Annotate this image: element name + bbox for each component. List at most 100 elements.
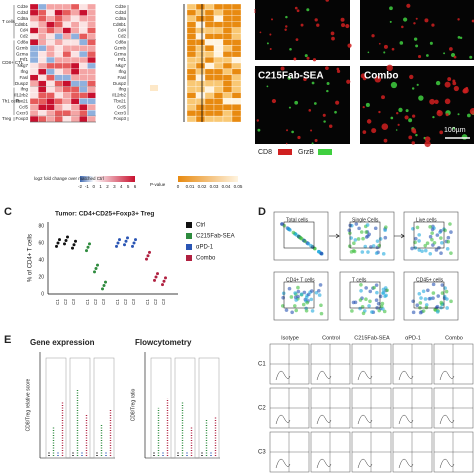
legend-tick: -2 — [78, 184, 82, 189]
heat-cell — [29, 62, 39, 70]
legend-swatch — [186, 244, 192, 250]
heat-cell — [231, 56, 242, 64]
cell-signal — [447, 77, 452, 82]
flow-dot — [430, 231, 434, 235]
heat-cell — [87, 9, 96, 16]
flow-dot — [281, 291, 286, 296]
gene-label: Ccl5 — [117, 104, 126, 109]
flow-dot — [439, 236, 443, 240]
legend-label: GrzB — [298, 149, 314, 156]
cell-signal — [284, 28, 287, 31]
flow-dot — [296, 285, 300, 290]
cell-signal — [280, 66, 285, 71]
cell-signal — [457, 35, 461, 39]
gene-label: Prf1 — [118, 57, 127, 62]
gene-label: Foxp3 — [113, 116, 126, 121]
x-tick-label: C3 — [101, 299, 106, 305]
heat-cell — [159, 21, 170, 28]
heat-cell — [222, 115, 233, 123]
heat-cell — [29, 27, 39, 34]
heat-cell — [186, 39, 197, 46]
flow-dot — [381, 290, 386, 295]
cell-signal — [457, 18, 460, 21]
cell-signal — [286, 129, 289, 132]
gene-label: Cd3d — [115, 10, 126, 15]
gene-label: Ifng — [20, 87, 28, 92]
legend-tick: 5 — [127, 184, 130, 189]
cell-signal — [383, 138, 388, 143]
panel-letter: C — [4, 206, 12, 218]
heat-cell — [46, 56, 55, 64]
flow-dot — [293, 304, 297, 308]
flow-dot — [360, 250, 365, 254]
heat-cell — [46, 92, 55, 99]
heat-cell — [159, 51, 170, 58]
flow-dot — [309, 297, 314, 302]
dot — [94, 267, 98, 270]
heat-cell — [168, 62, 179, 70]
heat-cell — [62, 98, 72, 105]
heat-cell — [79, 21, 88, 28]
group-box — [150, 357, 172, 459]
heat-cell — [195, 21, 206, 28]
flow-dot — [371, 244, 376, 248]
heat-cell — [79, 15, 88, 22]
cell-signal — [296, 9, 300, 13]
heat-cell — [195, 39, 206, 46]
flow-dot — [428, 234, 433, 239]
cell-signal — [254, 11, 256, 13]
heat-cell — [177, 68, 188, 75]
heat-cell — [79, 39, 88, 46]
flow-dot — [445, 306, 449, 310]
heat-cell — [186, 33, 197, 40]
heat-cell — [204, 110, 215, 117]
dot — [156, 272, 159, 276]
heat-cell — [54, 74, 63, 81]
heat-cell — [186, 21, 197, 28]
flow-dot — [359, 288, 363, 293]
heat-cell — [62, 21, 72, 28]
heat-cell — [46, 74, 55, 81]
row-label: C1 — [258, 362, 266, 368]
heat-cell — [177, 39, 188, 46]
heat-cell — [87, 86, 96, 93]
heat-cell — [29, 86, 39, 93]
cell-signal — [405, 109, 409, 113]
cell-signal — [424, 140, 431, 148]
heat-cell — [54, 33, 63, 40]
flow-dot — [421, 309, 426, 313]
scale-label: 100µm — [444, 127, 466, 134]
heat-cell — [204, 92, 215, 99]
dot — [63, 242, 66, 246]
cell-signal — [346, 79, 351, 84]
heat-cell — [150, 85, 158, 91]
flow-dot — [301, 302, 306, 307]
flow-dot — [356, 237, 361, 241]
heat-cell — [168, 33, 179, 40]
heat-cell — [168, 21, 179, 28]
legend-tick: 6 — [134, 184, 137, 189]
y-tick-label: 40 — [38, 257, 44, 263]
heat-cell — [70, 86, 80, 93]
cell-signal — [416, 83, 419, 86]
cell-signal — [271, 98, 277, 104]
heat-cell — [177, 80, 188, 87]
cell-signal — [306, 8, 310, 12]
cell-signal — [445, 113, 449, 117]
flow-dot — [296, 289, 301, 294]
heat-cell — [54, 15, 63, 22]
heat-cell — [222, 21, 233, 28]
dot — [164, 276, 167, 280]
dot — [134, 238, 137, 242]
heat-cell — [70, 45, 80, 52]
flow-dot — [418, 301, 423, 305]
flow-dot — [439, 229, 443, 233]
cell-signal — [294, 6, 298, 10]
flow-dot — [446, 235, 451, 240]
heat-cell — [177, 104, 188, 111]
heat-cell — [168, 27, 179, 34]
heat-cell — [168, 110, 179, 117]
gene-label: Fasl — [19, 75, 28, 80]
contour — [316, 370, 332, 381]
flow-dot — [303, 239, 307, 244]
